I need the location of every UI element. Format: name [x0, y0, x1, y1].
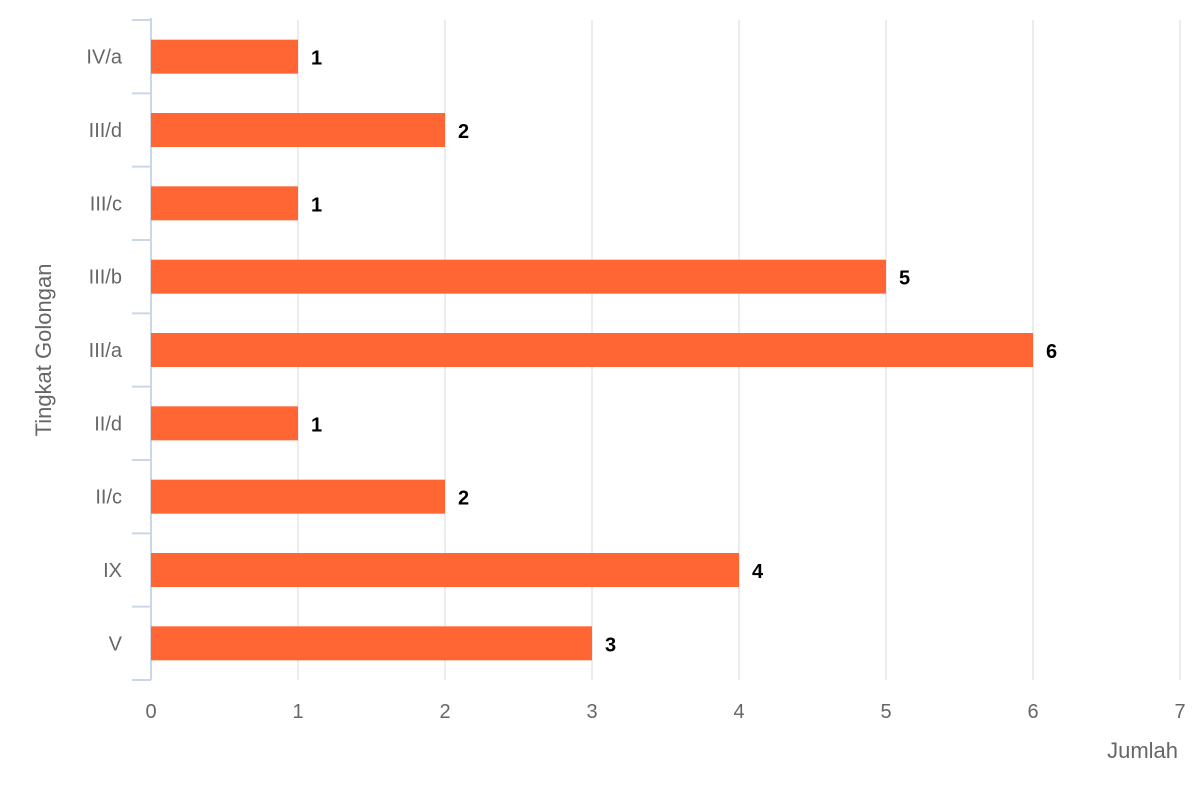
bar-III/b[interactable]: [151, 259, 886, 294]
bar-IX[interactable]: [151, 553, 739, 587]
bars: [151, 39, 1033, 661]
data-label: 1: [311, 194, 322, 216]
y-tick-label: IV/a: [86, 47, 122, 69]
x-tick-label: 5: [880, 701, 891, 723]
y-tick-label: V: [109, 633, 123, 655]
data-label: 3: [605, 634, 616, 656]
x-tick-label: 1: [292, 701, 303, 723]
bar-III/d[interactable]: [151, 113, 445, 147]
y-tick-label: III/b: [89, 267, 122, 289]
y-tick-label: III/c: [90, 193, 122, 215]
data-label: 1: [311, 48, 322, 70]
bar-V[interactable]: [151, 626, 592, 661]
data-label: 5: [899, 268, 910, 290]
data-label: 4: [752, 561, 764, 583]
data-label: 2: [458, 488, 469, 510]
axes: [132, 18, 152, 681]
x-tick-label: 0: [145, 701, 156, 723]
bar-IV/a[interactable]: [151, 39, 298, 74]
data-label: 1: [311, 414, 322, 436]
data-label: 6: [1046, 341, 1057, 363]
x-axis-title: Jumlah: [1107, 738, 1178, 763]
x-tick-label: 2: [439, 701, 450, 723]
bar-III/a[interactable]: [151, 333, 1033, 367]
x-tick-label: 3: [586, 701, 597, 723]
bar-II/d[interactable]: [151, 406, 298, 441]
x-tick-label: 6: [1027, 701, 1038, 723]
labels: 0 1 2 3 4 5 6 7 IV/a 1 III/d 2 III/c 1 III/b 5 III/a 6 II/…: [86, 47, 1185, 723]
y-tick-label: IX: [103, 560, 122, 582]
y-tick-label: III/d: [89, 120, 122, 142]
y-tick-label: II/c: [95, 487, 122, 509]
bar-II/c[interactable]: [151, 479, 445, 514]
data-label: 2: [458, 121, 469, 143]
x-tick-label: 7: [1174, 701, 1185, 723]
y-axis-title: Tingkat Golongan: [31, 264, 56, 437]
x-tick-label: 4: [733, 701, 744, 723]
y-tick-label: III/a: [89, 340, 123, 362]
bar-III/c[interactable]: [151, 186, 298, 221]
y-tick-label: II/d: [94, 413, 122, 435]
